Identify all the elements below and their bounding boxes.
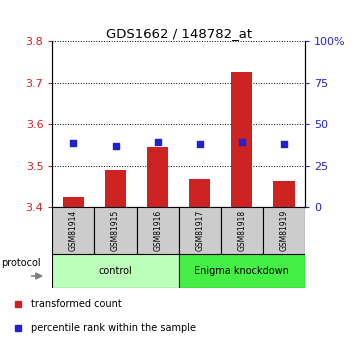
Text: percentile rank within the sample: percentile rank within the sample — [31, 323, 196, 333]
Bar — [52, 207, 95, 254]
Text: GSM81917: GSM81917 — [195, 210, 204, 251]
Text: GSM81916: GSM81916 — [153, 210, 162, 251]
Point — [281, 141, 287, 147]
Text: GSM81915: GSM81915 — [111, 210, 120, 251]
Point — [113, 143, 118, 148]
Text: GSM81919: GSM81919 — [279, 210, 288, 251]
Point — [155, 139, 161, 144]
Bar — [136, 207, 179, 254]
Bar — [274, 181, 295, 207]
Title: GDS1662 / 148782_at: GDS1662 / 148782_at — [106, 27, 252, 40]
Bar — [63, 197, 84, 207]
Bar — [231, 72, 252, 207]
Bar — [52, 254, 179, 288]
Bar — [263, 207, 305, 254]
Bar — [147, 147, 168, 207]
Text: protocol: protocol — [1, 258, 41, 268]
Text: GSM81918: GSM81918 — [238, 210, 246, 251]
Bar — [179, 207, 221, 254]
Point — [197, 141, 203, 146]
Bar — [105, 170, 126, 207]
Bar — [221, 207, 263, 254]
Bar — [179, 254, 305, 288]
Text: control: control — [99, 266, 132, 276]
Text: Enigma knockdown: Enigma knockdown — [195, 266, 289, 276]
Text: transformed count: transformed count — [31, 299, 122, 309]
Bar — [95, 207, 136, 254]
Point — [70, 140, 76, 146]
Text: GSM81914: GSM81914 — [69, 210, 78, 251]
Point — [239, 139, 245, 144]
Bar — [189, 179, 210, 207]
